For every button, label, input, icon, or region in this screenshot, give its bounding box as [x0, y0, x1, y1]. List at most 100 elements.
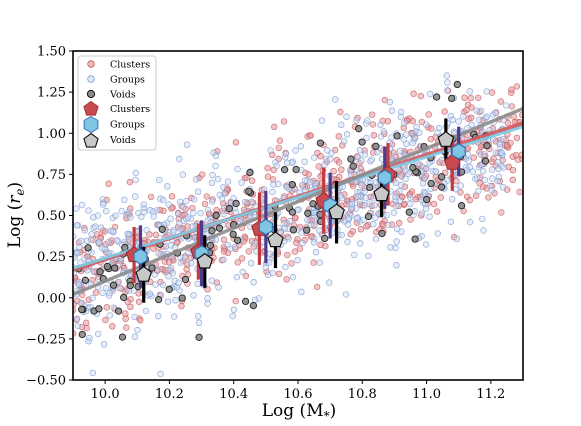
- groups-point: [449, 196, 456, 203]
- clusters-point: [380, 221, 387, 228]
- clusters-point: [430, 200, 438, 208]
- clusters-point: [396, 219, 403, 227]
- clusters-point: [291, 248, 299, 255]
- clusters-point: [124, 298, 131, 306]
- groups-point: [270, 181, 277, 188]
- groups-point: [494, 159, 502, 166]
- groups-point: [340, 138, 348, 145]
- legend-marker-groups-median: [83, 115, 99, 134]
- groups-point: [132, 169, 140, 177]
- groups-point: [86, 334, 93, 342]
- groups-point: [157, 370, 164, 378]
- clusters-point: [307, 233, 315, 240]
- groups-point: [127, 214, 134, 221]
- groups-point: [123, 212, 130, 219]
- groups-point: [401, 119, 408, 127]
- groups-point: [500, 164, 507, 171]
- voids-median-marker: [196, 252, 214, 269]
- groups-point: [143, 226, 150, 234]
- groups-point: [292, 147, 299, 154]
- clusters-point: [490, 155, 497, 162]
- groups-point: [162, 243, 170, 250]
- groups-point: [77, 299, 85, 306]
- clusters-point: [105, 180, 112, 187]
- groups-point: [73, 222, 81, 229]
- groups-median-marker: [377, 169, 392, 186]
- groups-point: [489, 175, 496, 182]
- legend-item-groups-median: Groups: [83, 115, 145, 134]
- groups-point: [332, 96, 339, 103]
- groups-point: [105, 292, 113, 299]
- clusters-point: [337, 108, 344, 116]
- groups-point: [398, 181, 405, 189]
- clusters-point: [497, 98, 504, 105]
- clusters-point: [108, 237, 115, 244]
- groups-point: [411, 134, 419, 142]
- clusters-point: [220, 248, 228, 255]
- groups-point: [177, 259, 185, 267]
- voids-point: [232, 199, 240, 208]
- voids-point: [303, 226, 311, 234]
- binned-medians: [125, 118, 466, 303]
- groups-point: [176, 155, 183, 163]
- groups-point: [362, 194, 370, 202]
- groups-point: [311, 235, 318, 243]
- y-tick-label: 1.50: [37, 45, 66, 60]
- voids-point: [181, 275, 190, 284]
- groups-point: [138, 213, 145, 220]
- groups-point: [204, 295, 211, 302]
- groups-point: [190, 292, 197, 299]
- groups-median-marker: [451, 143, 466, 160]
- groups-median-marker: [133, 248, 148, 265]
- clusters-point: [476, 180, 483, 187]
- clusters-point: [203, 193, 211, 200]
- groups-point: [365, 252, 372, 260]
- clusters-point: [275, 270, 283, 277]
- voids-point: [249, 301, 258, 310]
- groups-point: [402, 175, 409, 183]
- y-tick-label: −0.25: [26, 332, 66, 347]
- legend-item-clusters-median: Clusters: [83, 100, 150, 116]
- groups-point: [354, 193, 362, 200]
- groups-point: [78, 201, 86, 209]
- x-tick-label: 11.0: [412, 387, 441, 402]
- voids-point: [378, 229, 386, 238]
- groups-point: [282, 263, 289, 271]
- clusters-point: [485, 194, 492, 201]
- x-tick-label: 10.0: [91, 387, 120, 402]
- legend-marker-clusters-points: [87, 60, 95, 68]
- voids-point: [411, 235, 419, 243]
- clusters-point: [117, 257, 125, 265]
- legend-marker-clusters-median: [83, 100, 99, 116]
- voids-point: [304, 209, 312, 217]
- clusters-point: [276, 137, 284, 144]
- clusters-point: [466, 197, 473, 204]
- clusters-point: [370, 132, 378, 139]
- groups-point: [495, 173, 503, 181]
- groups-point: [266, 250, 274, 258]
- clusters-point: [513, 83, 521, 90]
- groups-point: [301, 177, 309, 184]
- voids-point: [405, 208, 413, 216]
- groups-point: [393, 238, 400, 245]
- groups-point: [483, 113, 490, 120]
- groups-point: [483, 88, 490, 95]
- groups-point: [204, 300, 211, 307]
- groups-point: [81, 227, 88, 234]
- groups-point: [87, 236, 95, 243]
- groups-point: [460, 113, 467, 120]
- groups-point: [444, 79, 451, 86]
- clusters-point: [505, 163, 512, 171]
- groups-point: [498, 149, 505, 156]
- voids-point: [225, 204, 233, 213]
- groups-point: [423, 165, 430, 172]
- groups-point: [212, 162, 219, 170]
- groups-point: [360, 216, 367, 224]
- groups-point: [500, 136, 507, 143]
- groups-point: [297, 143, 305, 150]
- voids-point: [481, 157, 490, 165]
- groups-point: [118, 207, 125, 215]
- voids-median-marker: [267, 231, 284, 248]
- groups-point: [496, 140, 503, 148]
- groups-point: [185, 248, 192, 256]
